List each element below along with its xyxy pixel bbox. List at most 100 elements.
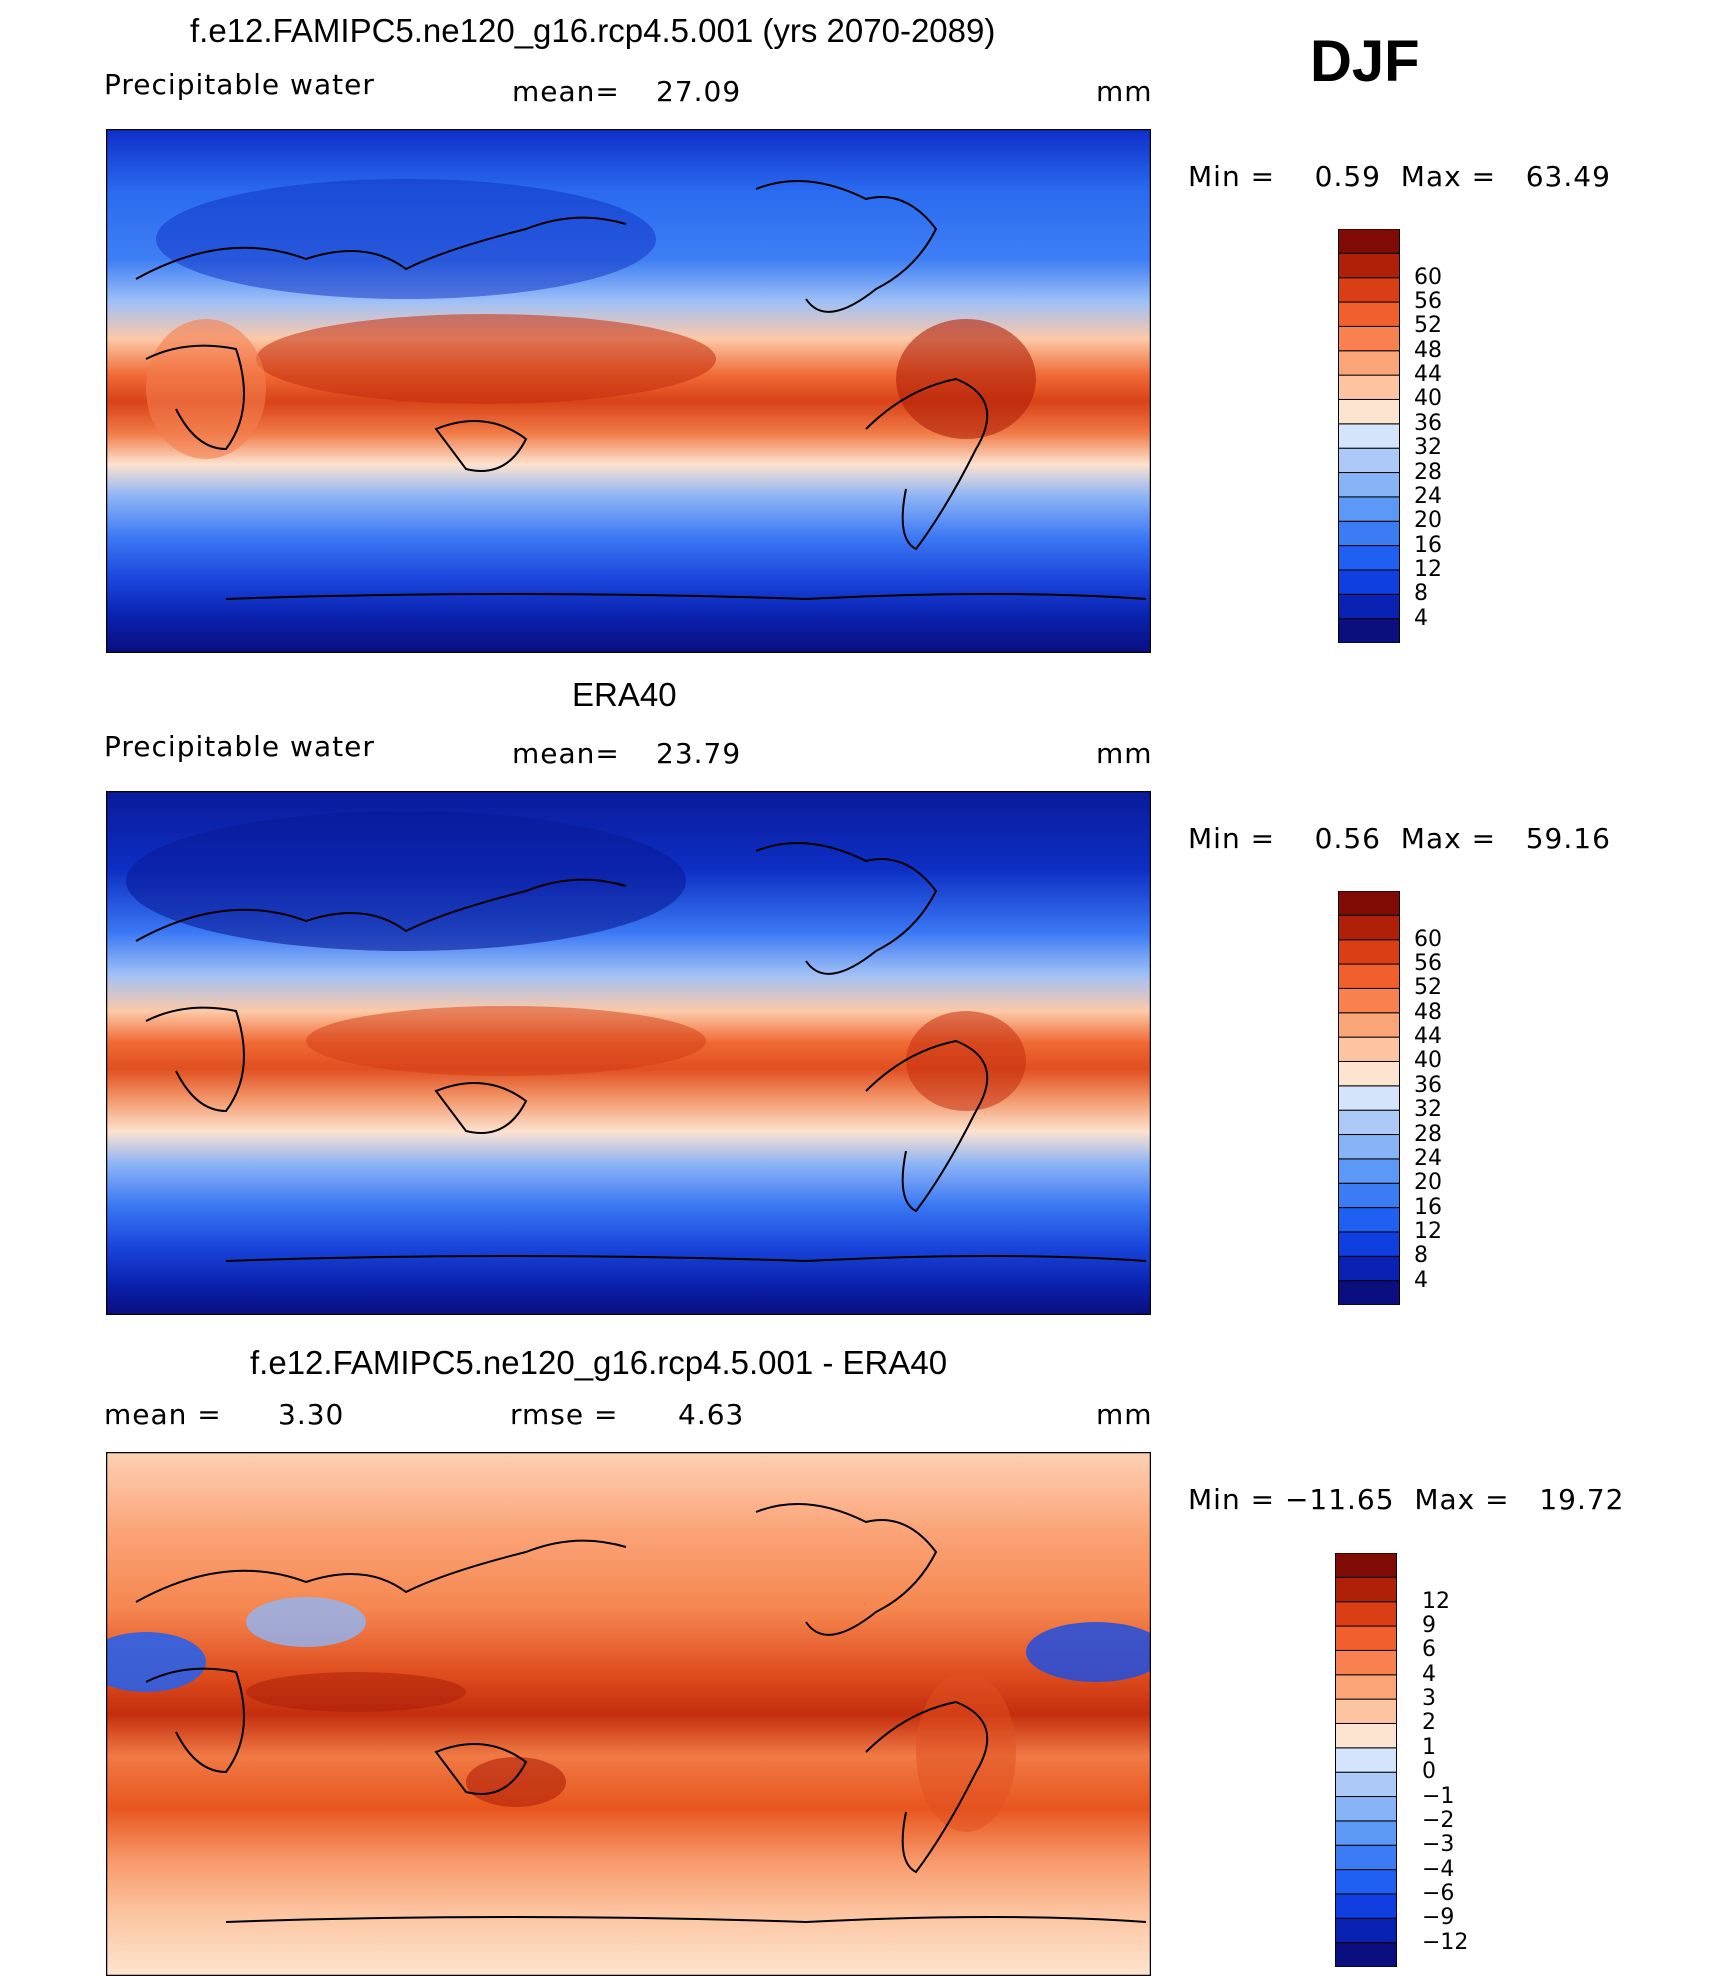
colorbar-tick-label: 24 [1414, 483, 1442, 509]
colorbar-swatch [1335, 1698, 1397, 1724]
colorbar-swatch [1338, 1182, 1400, 1209]
colorbar-tick-label: 56 [1414, 951, 1442, 977]
colorbar-swatch [1338, 252, 1400, 279]
colorbar-swatch [1335, 1796, 1397, 1822]
colorbar-swatch [1338, 496, 1400, 522]
panel-2-field-label: Precipitable water [104, 730, 375, 763]
colorbar-swatch [1338, 520, 1400, 547]
panel-2-units: mm [1096, 737, 1153, 770]
colorbar-swatch [1338, 1280, 1400, 1305]
panel-1-colorbar [1338, 229, 1400, 643]
panel-2-minmax: Min = 0.56 Max = 59.16 [1188, 822, 1611, 855]
panel-3-mean-label: mean = [104, 1398, 222, 1431]
colorbar-tick-label: −3 [1422, 1832, 1455, 1858]
colorbar-tick-label: 52 [1414, 975, 1442, 1001]
colorbar-tick-label: 6 [1422, 1637, 1436, 1663]
panel-1-field-label: Precipitable water [104, 68, 375, 101]
panel-2-mean-value: 23.79 [656, 737, 742, 770]
colorbar-swatch [1338, 447, 1400, 474]
colorbar-tick-label: 32 [1414, 1097, 1442, 1123]
colorbar-tick-label: −9 [1422, 1905, 1455, 1931]
colorbar-tick-label: 0 [1422, 1759, 1436, 1785]
colorbar-swatch [1338, 374, 1400, 400]
colorbar-swatch [1338, 618, 1400, 643]
colorbar-swatch [1338, 325, 1400, 352]
colorbar-swatch [1335, 1820, 1397, 1846]
colorbar-swatch [1335, 1674, 1397, 1700]
colorbar-swatch [1338, 277, 1400, 303]
colorbar-swatch [1338, 350, 1400, 376]
colorbar-tick-label: 4 [1422, 1661, 1436, 1687]
panel-1-mean-value: 27.09 [656, 75, 742, 108]
colorbar-swatch [1338, 423, 1400, 449]
colorbar-swatch [1338, 891, 1400, 916]
colorbar-tick-label: −1 [1422, 1783, 1455, 1809]
colorbar-tick-label: 36 [1414, 1072, 1442, 1098]
colorbar-tick-label: 24 [1414, 1145, 1442, 1171]
colorbar-swatch [1338, 987, 1400, 1014]
colorbar-swatch [1338, 1109, 1400, 1136]
colorbar-swatch [1338, 914, 1400, 941]
colorbar-tick-label: 40 [1414, 1048, 1442, 1074]
colorbar-swatch [1335, 1893, 1397, 1919]
panel-1-minmax: Min = 0.59 Max = 63.49 [1188, 160, 1611, 193]
colorbar-tick-label: 2 [1422, 1710, 1436, 1736]
panel-3-minmax: Min = −11.65 Max = 19.72 [1188, 1483, 1625, 1516]
colorbar-tick-label: 20 [1414, 1170, 1442, 1196]
colorbar-tick-label: 16 [1414, 1194, 1442, 1220]
colorbar-swatch [1335, 1844, 1397, 1871]
colorbar-tick-label: 28 [1414, 459, 1442, 485]
colorbar-tick-label: 16 [1414, 532, 1442, 558]
colorbar-swatch [1335, 1771, 1397, 1798]
colorbar-swatch [1338, 1158, 1400, 1184]
colorbar-swatch [1338, 1085, 1400, 1111]
colorbar-tick-label: 8 [1414, 1243, 1428, 1269]
colorbar-tick-label: 12 [1414, 556, 1442, 582]
panel-1-map [106, 129, 1151, 653]
colorbar-swatch [1338, 229, 1400, 254]
colorbar-swatch [1335, 1553, 1397, 1578]
colorbar-swatch [1338, 1134, 1400, 1160]
colorbar-swatch [1335, 1942, 1397, 1967]
colorbar-swatch [1338, 1012, 1400, 1038]
colorbar-tick-label: 60 [1414, 926, 1442, 952]
colorbar-swatch [1338, 939, 1400, 965]
panel-2-map [106, 791, 1151, 1315]
colorbar-tick-label: 12 [1414, 1218, 1442, 1244]
colorbar-tick-label: 8 [1414, 581, 1428, 607]
colorbar-tick-label: 36 [1414, 410, 1442, 436]
colorbar-swatch [1335, 1649, 1397, 1676]
colorbar-swatch [1335, 1747, 1397, 1773]
panel-3-title: f.e12.FAMIPC5.ne120_g16.rcp4.5.001 - ERA… [250, 1344, 948, 1381]
colorbar-swatch [1338, 301, 1400, 327]
panel-1-units: mm [1096, 75, 1153, 108]
panel-3-rmse-value: 4.63 [678, 1398, 745, 1431]
colorbar-swatch [1338, 1207, 1400, 1233]
panel-2-colorbar [1338, 891, 1400, 1305]
colorbar-swatch [1338, 472, 1400, 498]
colorbar-swatch [1338, 1060, 1400, 1087]
colorbar-swatch [1338, 1255, 1400, 1282]
panel-3-rmse-label: rmse = [510, 1398, 619, 1431]
panel-1-title: f.e12.FAMIPC5.ne120_g16.rcp4.5.001 (yrs … [190, 12, 996, 49]
panel-2-mean-label: mean= [512, 737, 620, 770]
colorbar-swatch [1335, 1576, 1397, 1603]
panel-3-mean-value: 3.30 [278, 1398, 345, 1431]
colorbar-swatch [1338, 569, 1400, 595]
colorbar-tick-label: 9 [1422, 1613, 1436, 1639]
panel-1-colorbar-ticks: 4 8 12 16 20 24 28 32 36 40 44 48 52 56 60 [1414, 229, 1474, 643]
colorbar-tick-label: 44 [1414, 1024, 1442, 1050]
colorbar-tick-label: −12 [1422, 1929, 1469, 1955]
colorbar-swatch [1338, 593, 1400, 620]
colorbar-swatch [1335, 1869, 1397, 1895]
colorbar-tick-label: 3 [1422, 1686, 1436, 1712]
colorbar-swatch [1338, 963, 1400, 989]
colorbar-tick-label: 4 [1414, 1267, 1428, 1293]
colorbar-swatch [1335, 1601, 1397, 1627]
colorbar-tick-label: 12 [1422, 1588, 1450, 1614]
colorbar-tick-label: 60 [1414, 264, 1442, 290]
colorbar-swatch [1338, 1036, 1400, 1062]
colorbar-tick-label: 28 [1414, 1121, 1442, 1147]
panel-3-map [106, 1452, 1151, 1976]
colorbar-tick-label: −2 [1422, 1807, 1455, 1833]
